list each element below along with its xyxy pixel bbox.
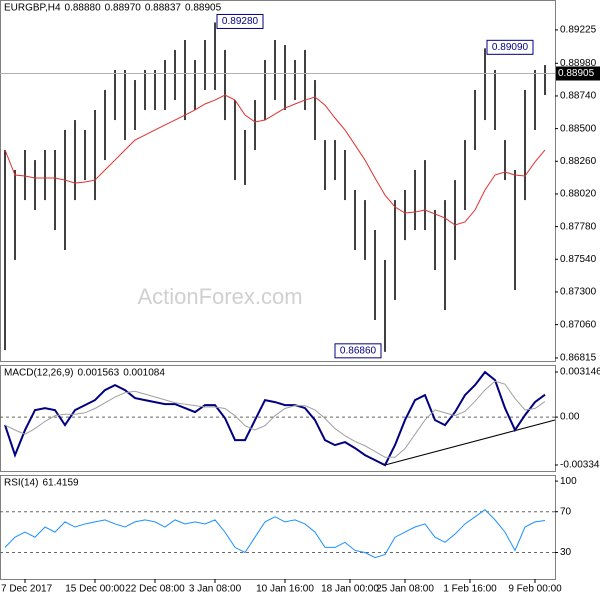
header-value: 0.88880 <box>65 3 102 14</box>
indicator-line <box>4 509 546 559</box>
panel-title: MACD(12,26,9) <box>4 368 73 379</box>
annotation-box <box>334 343 382 359</box>
panel-frame <box>0 365 556 472</box>
header-value: 0.88837 <box>145 3 182 14</box>
x-tick-label: 18 Jan 00:00 <box>321 584 379 595</box>
panel-frame <box>0 475 556 580</box>
annotation-label: 0.89090 <box>492 42 529 53</box>
moving-average <box>4 94 546 226</box>
annotation-label: 0.86860 <box>340 345 377 356</box>
trend-line <box>384 419 556 466</box>
annotation-box <box>216 13 264 29</box>
annotation-label: 0.89280 <box>222 16 259 27</box>
x-tick-label: 22 Dec 08:00 <box>125 584 185 595</box>
y-tick-label: 0.88740 <box>560 91 597 102</box>
indicator-line <box>4 380 546 458</box>
y-tick-label: 0.87780 <box>560 221 597 232</box>
y-tick-label: 0.89225 <box>560 25 597 36</box>
indicator-line <box>4 370 546 467</box>
x-tick-label: 9 Feb 00:00 <box>508 584 562 595</box>
y-tick-label: 0.87540 <box>560 254 597 265</box>
panel-title: RSI(14) <box>4 478 38 489</box>
y-tick-label: -0.003342 <box>560 460 600 471</box>
x-tick-label: 15 Dec 00:00 <box>65 584 125 595</box>
x-tick-label: 7 Dec 2017 <box>1 584 53 595</box>
header-value: 0.001563 <box>77 368 119 379</box>
watermark: ActionForex.com <box>137 284 302 309</box>
y-tick-label: 0.87060 <box>560 319 597 330</box>
y-tick-label: 30 <box>560 547 572 558</box>
last-price-box <box>556 66 600 81</box>
y-tick-label: 0.87300 <box>560 287 597 298</box>
x-tick-label: 3 Jan 08:00 <box>189 584 242 595</box>
last-price-label: 0.88905 <box>558 68 595 79</box>
y-tick-label: 0.88500 <box>560 123 597 134</box>
header-value: 61.4159 <box>42 478 79 489</box>
x-tick-label: 10 Jan 16:00 <box>256 584 314 595</box>
panel-title: EURGBP,H4 <box>4 3 61 14</box>
y-tick-label: 0.86815 <box>560 353 597 364</box>
y-tick-label: 0.00 <box>560 412 580 423</box>
y-tick-label: 70 <box>560 506 572 517</box>
y-tick-label: 0.88980 <box>560 58 597 69</box>
panel-frame <box>0 0 556 362</box>
y-tick-label: 0.88260 <box>560 156 597 167</box>
x-tick-label: 25 Jan 08:00 <box>376 584 434 595</box>
y-tick-label: 100 <box>560 476 577 487</box>
x-tick-label: 1 Feb 16:00 <box>443 584 497 595</box>
y-tick-label: 0.003146 <box>560 367 600 378</box>
y-tick-label: 0.88020 <box>560 189 597 200</box>
header-value: 0.001084 <box>123 368 165 379</box>
annotation-box <box>486 39 534 55</box>
header-value: 0.88970 <box>105 3 142 14</box>
header-value: 0.88905 <box>185 3 222 14</box>
